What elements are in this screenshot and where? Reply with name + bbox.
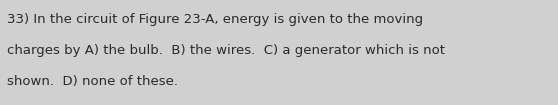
Text: charges by A) the bulb.  B) the wires.  C) a generator which is not: charges by A) the bulb. B) the wires. C)… (7, 44, 445, 57)
Text: 33) In the circuit of Figure 23-A, energy is given to the moving: 33) In the circuit of Figure 23-A, energ… (7, 13, 423, 26)
Text: shown.  D) none of these.: shown. D) none of these. (7, 75, 177, 88)
